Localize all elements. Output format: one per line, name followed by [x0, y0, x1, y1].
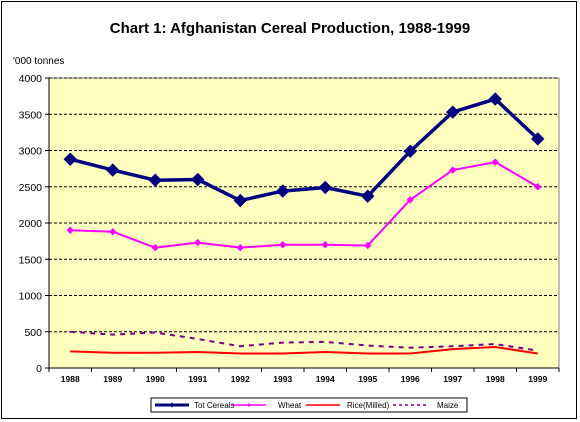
- tot-cereals-point: [446, 105, 460, 119]
- x-tick-label: 1998: [486, 374, 505, 384]
- legend-label-rice-milled: Rice(Milled): [347, 401, 390, 410]
- x-tick-label: 1993: [273, 374, 292, 384]
- wheat-point: [109, 227, 117, 236]
- tot-cereals-point: [276, 184, 290, 198]
- y-tick-label: 2500: [19, 182, 43, 194]
- tot-cereals-point: [403, 144, 417, 158]
- wheat-point: [151, 243, 159, 252]
- wheat-point: [449, 166, 457, 174]
- wheat-point: [491, 158, 499, 166]
- rice-milled-series-line: [70, 345, 538, 355]
- x-tick-label: 1989: [103, 374, 122, 384]
- wheat-point: [534, 183, 542, 191]
- legend-label-wheat: Wheat: [278, 401, 302, 410]
- legend-label-tot-cereals: Tot Cereals: [194, 401, 234, 410]
- tot-cereals-point: [488, 92, 502, 106]
- wheat-point: [321, 241, 329, 249]
- x-tick-label: 1992: [231, 374, 250, 384]
- x-tick-label: 1999: [528, 374, 547, 384]
- maize-series-line: [70, 330, 538, 352]
- legend-marker-wheat: [247, 403, 251, 407]
- wheat-point: [66, 226, 74, 234]
- tot-cereals-point: [148, 173, 162, 187]
- y-tick-label: 3000: [19, 146, 43, 158]
- x-tick-label: 1997: [443, 374, 462, 384]
- y-tick-label: 4000: [19, 73, 43, 85]
- tot-cereals-point: [233, 193, 247, 208]
- legend-label-maize: Maize: [437, 401, 459, 410]
- wheat-point: [279, 241, 287, 249]
- tot-cereals-point: [106, 163, 120, 177]
- chart-title: Chart 1: Afghanistan Cereal Production, …: [110, 20, 470, 37]
- legend-marker-tot-cereals: [169, 402, 175, 408]
- wheat-series-line: [70, 161, 539, 249]
- y-tick-label: 500: [24, 327, 42, 339]
- wheat-point: [236, 243, 244, 252]
- x-tick-label: 1996: [401, 374, 420, 384]
- y-tick-label: 2000: [19, 218, 43, 230]
- x-tick-label: 1995: [358, 374, 377, 384]
- wheat-point: [194, 238, 202, 247]
- x-tick-label: 1990: [146, 374, 165, 384]
- wheat-point: [406, 196, 414, 204]
- y-unit-label: '000 tonnes: [13, 56, 64, 67]
- wheat-point: [364, 241, 372, 250]
- y-tick-label: 3500: [19, 109, 43, 121]
- tot-cereals-series-line: [69, 97, 539, 203]
- tot-cereals-point: [361, 189, 375, 203]
- x-tick-label: 1991: [188, 374, 207, 384]
- y-tick-label: 1000: [19, 291, 43, 303]
- y-tick-label: 1500: [19, 254, 43, 266]
- tot-cereals-point: [63, 152, 77, 166]
- tot-cereals-point: [318, 180, 332, 195]
- x-tick-label: 1994: [316, 374, 335, 384]
- y-tick-label: 0: [36, 363, 42, 375]
- tot-cereals-point: [191, 172, 205, 187]
- tot-cereals-point: [531, 132, 545, 146]
- x-tick-label: 1988: [61, 374, 80, 384]
